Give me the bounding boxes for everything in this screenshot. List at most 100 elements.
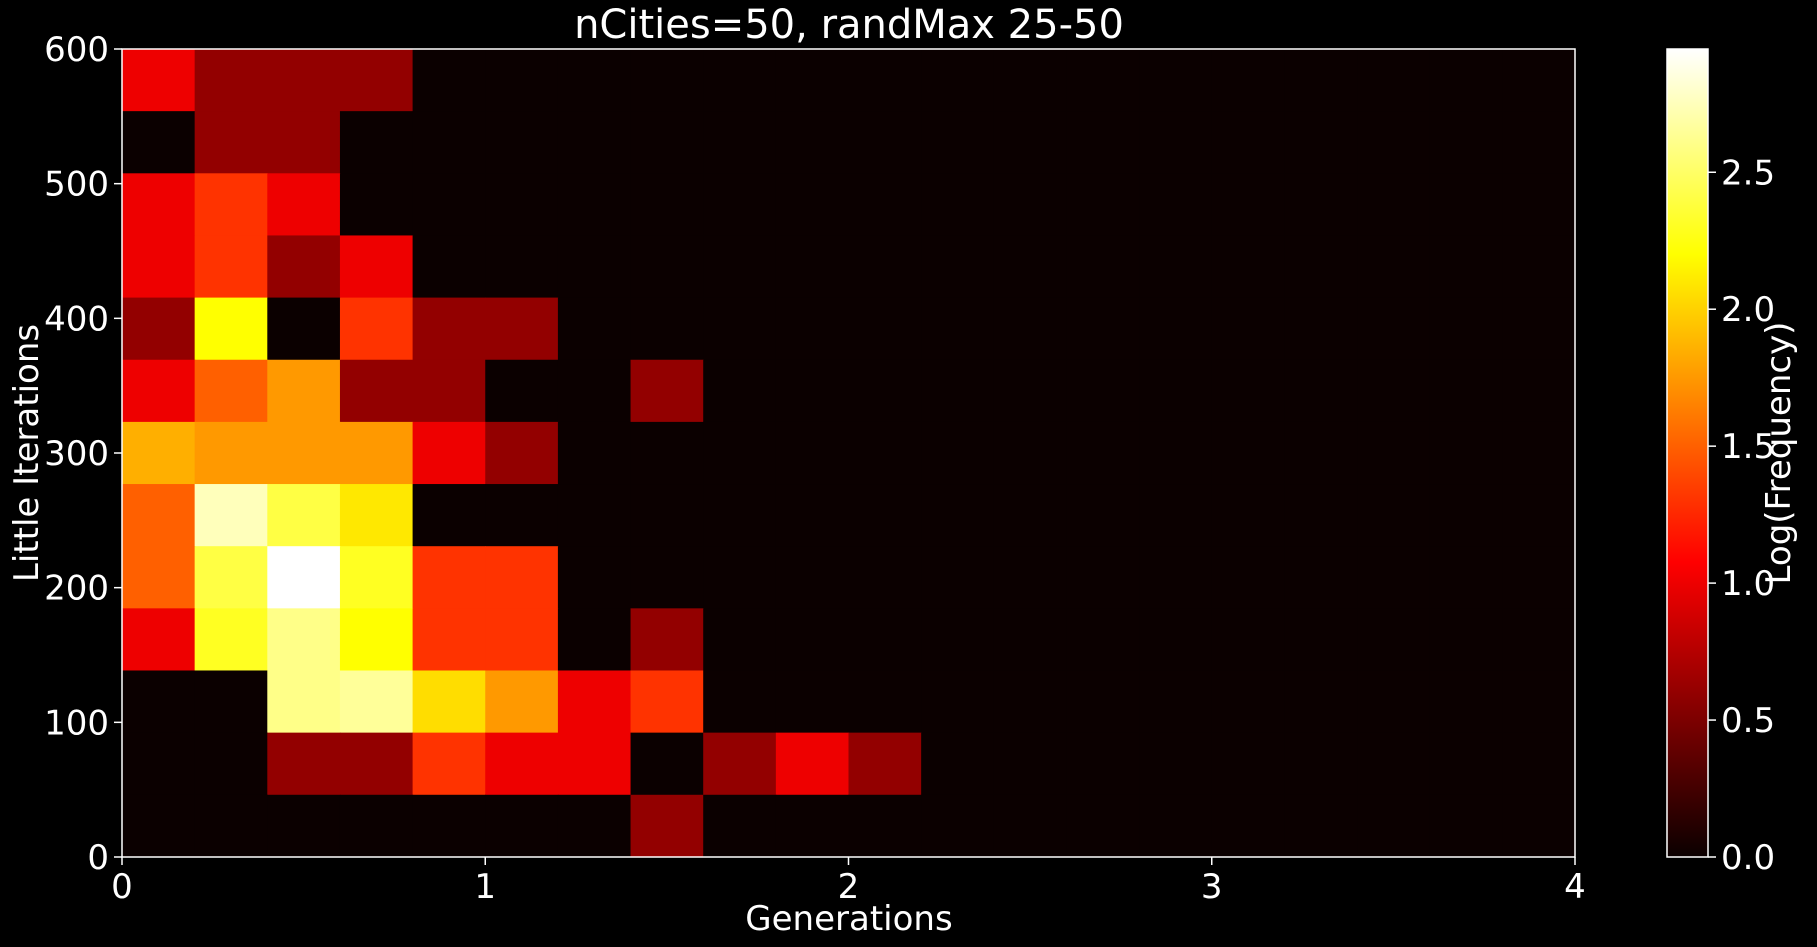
heatmap-cell — [122, 546, 196, 609]
heatmap-cell — [1284, 173, 1358, 237]
heatmap-cell — [1066, 297, 1140, 361]
heatmap-cell — [1066, 670, 1140, 734]
heatmap-cell — [630, 421, 704, 485]
colorbar-ticks: 0.0 0.5 1.0 1.5 2.0 2.5 — [1708, 153, 1775, 878]
heatmap-cell — [1066, 421, 1140, 485]
x-tick-label: 2 — [838, 867, 860, 907]
heatmap-cell — [1357, 111, 1431, 174]
heatmap-cell — [848, 173, 922, 237]
heatmap-cell — [921, 608, 995, 672]
heatmap-cell — [1357, 49, 1431, 112]
heatmap-cell — [194, 297, 268, 361]
heatmap-cell — [412, 49, 486, 112]
heatmap-cell — [194, 359, 268, 423]
heatmap-cell — [1211, 49, 1285, 112]
heatmap-cell — [993, 111, 1068, 174]
chart-title: nCities=50, randMax 25-50 — [574, 2, 1124, 48]
heatmap-cell — [1284, 111, 1358, 174]
heatmap-cell — [267, 546, 341, 609]
heatmap-cell — [775, 608, 850, 672]
heatmap-cell — [703, 546, 777, 609]
heatmap-cell — [557, 670, 632, 734]
heatmap-cell — [194, 546, 268, 609]
heatmap-cell — [339, 235, 414, 299]
heatmap-cell — [1211, 546, 1285, 609]
heatmap-cell — [122, 484, 196, 547]
heatmap-cell — [194, 49, 268, 112]
heatmap-cell — [1284, 235, 1358, 299]
heatmap-cell — [194, 732, 268, 796]
heatmap-cell — [1429, 670, 1503, 734]
heatmap-cell — [1139, 732, 1213, 796]
heatmap-cell — [1429, 359, 1503, 423]
heatmap-cell — [267, 608, 341, 672]
heatmap-cell — [1066, 235, 1140, 299]
heatmap-cell — [122, 173, 196, 237]
heatmap-cell — [1139, 359, 1213, 423]
heatmap-cell — [703, 173, 777, 237]
heatmap-cell — [1357, 173, 1431, 237]
heatmap-cell — [1211, 670, 1285, 734]
heatmap-cell — [848, 546, 922, 609]
heatmap-cell — [194, 173, 268, 237]
colorbar — [1666, 48, 1709, 858]
heatmap-cell — [1357, 484, 1431, 547]
heatmap-cell — [703, 49, 777, 112]
heatmap-cell — [557, 421, 632, 485]
heatmap-cell — [703, 421, 777, 485]
heatmap-cell — [412, 297, 486, 361]
heatmap-cell — [194, 484, 268, 547]
heatmap-cell — [775, 359, 850, 423]
heatmap-cell — [993, 297, 1068, 361]
heatmap-cell — [485, 794, 559, 858]
x-tick-label: 1 — [474, 867, 496, 907]
heatmap-cell — [1284, 608, 1358, 672]
x-axis: 0 1 2 3 4 — [111, 857, 1586, 907]
heatmap-cell — [993, 794, 1068, 858]
heatmap-cell — [921, 359, 995, 423]
heatmap-cell — [848, 297, 922, 361]
y-tick-label: 600 — [44, 30, 109, 70]
heatmap-cell — [993, 608, 1068, 672]
heatmap-cell — [993, 732, 1068, 796]
heatmap-cell — [921, 173, 995, 237]
heatmap-cell — [194, 235, 268, 299]
heatmap-cell — [122, 421, 196, 485]
heatmap-cell — [267, 297, 341, 361]
heatmap-cell — [921, 670, 995, 734]
heatmap-cell — [1139, 111, 1213, 174]
heatmap-cell — [1429, 235, 1503, 299]
heatmap-cell — [775, 732, 850, 796]
heatmap-cell — [921, 111, 995, 174]
heatmap-cell — [412, 111, 486, 174]
y-axis-label: Little Iterations — [7, 324, 47, 582]
heatmap-cell — [557, 794, 632, 858]
colorbar-tick-label: 0.0 — [1721, 838, 1775, 878]
heatmap-cell — [848, 111, 922, 174]
heatmap-cell — [630, 484, 704, 547]
heatmap-cell — [1429, 546, 1503, 609]
heatmap-cell — [122, 235, 196, 299]
heatmap-cell — [630, 794, 704, 858]
heatmap-cell — [339, 732, 414, 796]
heatmap-cell — [1429, 608, 1503, 672]
heatmap-cell — [1429, 173, 1503, 237]
heatmap-cell — [1211, 732, 1285, 796]
heatmap-cell — [1211, 359, 1285, 423]
heatmap-cell — [1284, 732, 1358, 796]
colorbar-tick-label: 1.0 — [1721, 564, 1775, 604]
heatmap-cell — [848, 359, 922, 423]
heatmap-cell — [1139, 484, 1213, 547]
heatmap-cell — [703, 111, 777, 174]
heatmap-cell — [412, 235, 486, 299]
heatmap-cell — [1357, 670, 1431, 734]
heatmap-cell — [1139, 173, 1213, 237]
heatmap-cell — [775, 670, 850, 734]
heatmap-cell — [1502, 421, 1576, 485]
heatmap-cell — [1357, 732, 1431, 796]
heatmap-cell — [1357, 546, 1431, 609]
heatmap-cell — [1139, 608, 1213, 672]
heatmap-cell — [630, 608, 704, 672]
heatmap-cell — [848, 608, 922, 672]
